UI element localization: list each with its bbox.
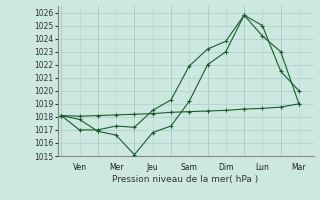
Text: Mar: Mar (292, 163, 306, 172)
Text: Dim: Dim (218, 163, 234, 172)
Text: Mer: Mer (109, 163, 124, 172)
Text: Ven: Ven (73, 163, 87, 172)
Text: Jeu: Jeu (147, 163, 159, 172)
Text: Sam: Sam (181, 163, 198, 172)
Text: Lun: Lun (255, 163, 269, 172)
X-axis label: Pression niveau de la mer( hPa ): Pression niveau de la mer( hPa ) (112, 175, 259, 184)
